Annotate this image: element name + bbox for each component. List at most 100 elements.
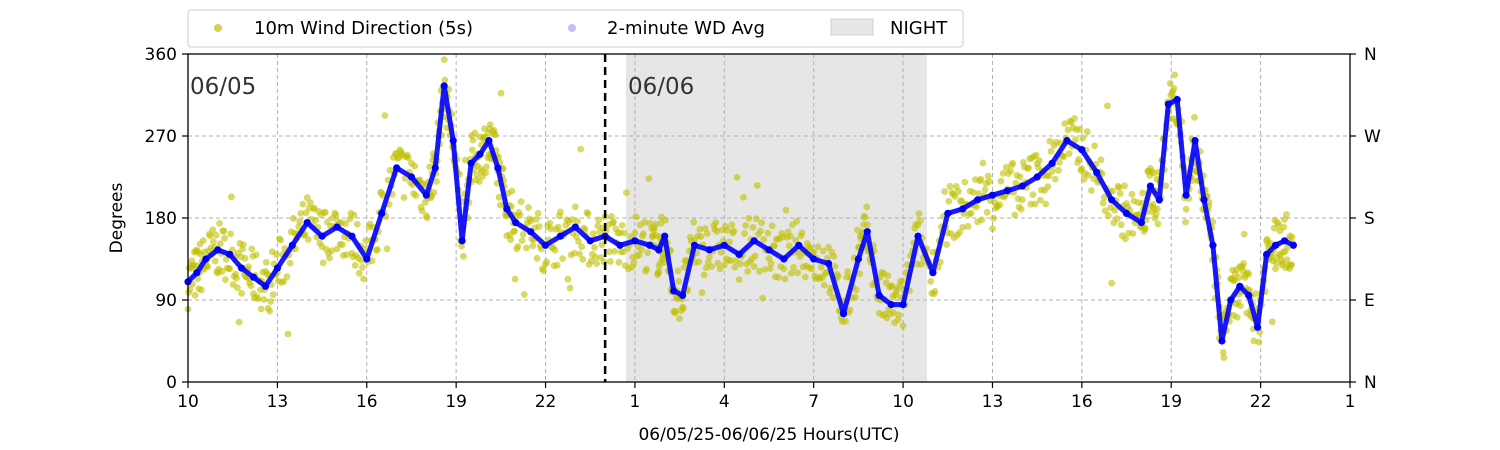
wind-5s-point [319, 259, 327, 267]
wind-5s-point [1007, 167, 1014, 175]
wd-avg-point [476, 150, 484, 158]
wd-avg-point [690, 241, 699, 249]
wind-5s-point [206, 232, 214, 240]
wd-avg-point [249, 273, 258, 281]
wd-avg-point [875, 291, 883, 299]
wind-5s-point [483, 163, 490, 171]
wd-avg-point [1182, 191, 1190, 199]
wd-avg-point [1146, 182, 1154, 190]
wind-5s-point [1079, 134, 1087, 142]
wd-avg-point [1108, 196, 1116, 204]
wind-5s-point [1288, 261, 1295, 269]
wind-5s-point [351, 261, 359, 269]
wind-5s-point [1042, 200, 1050, 208]
wd-avg-point [202, 255, 210, 263]
wind-5s-point [735, 276, 743, 283]
wind-5s-point [979, 159, 987, 167]
wind-5s-point [260, 296, 268, 303]
x-tick-label: 16 [1071, 392, 1093, 412]
wind-5s-point [328, 247, 336, 255]
wind-5s-point [742, 222, 749, 229]
wind-5s-point [825, 243, 832, 251]
wind-5s-point [758, 219, 765, 227]
wind-5s-point [984, 172, 992, 180]
wind-5s-point [198, 286, 205, 294]
wd-avg-point [571, 223, 579, 231]
wind-5s-point [326, 254, 333, 262]
wind-5s-point [1283, 256, 1291, 264]
wind-5s-point [943, 241, 951, 248]
wind-5s-point [916, 217, 924, 225]
wd-avg-point [1173, 96, 1181, 104]
wind-5s-point [899, 322, 907, 330]
wind-5s-point [1084, 171, 1092, 179]
wind-5s-point [936, 258, 944, 266]
wind-5s-point [551, 246, 559, 254]
wind-5s-point [303, 194, 311, 202]
wind-5s-point [780, 265, 788, 272]
wind-5s-point [644, 249, 652, 257]
wind-5s-point [745, 214, 753, 222]
wind-5s-point [486, 121, 494, 128]
wind-5s-point [553, 261, 561, 269]
wind-5s-point [468, 146, 476, 154]
wd-avg-point [449, 137, 457, 145]
wind-5s-point [346, 215, 354, 223]
wind-5s-point [1109, 187, 1117, 195]
wind-5s-point [350, 211, 358, 219]
wd-avg-point [1018, 182, 1026, 190]
wd-avg-point [378, 209, 386, 217]
wd-avg-point [670, 287, 678, 295]
wind-5s-point [999, 170, 1007, 177]
legend-label-wd-avg: 2-minute WD Avg [607, 18, 765, 39]
wind-5s-point [241, 254, 249, 262]
wind-5s-point [720, 261, 728, 269]
wind-5s-point [997, 177, 1005, 185]
wind-5s-point [768, 222, 776, 230]
wind-5s-point [989, 225, 996, 233]
wind-5s-point [247, 282, 255, 289]
wd-avg-point [720, 241, 728, 249]
wind-5s-point [770, 242, 778, 250]
wind-5s-point [296, 218, 304, 225]
wind-5s-point [212, 231, 220, 239]
wind-5s-point [234, 284, 241, 292]
y-tick-label: 360 [145, 45, 177, 65]
wind-5s-point [990, 214, 997, 222]
wd-avg-point [1191, 137, 1199, 145]
wind-5s-point [680, 264, 688, 271]
wd-avg-point [616, 241, 624, 249]
wind-5s-point [534, 209, 542, 217]
wind-5s-point [712, 219, 720, 227]
wind-5s-point [1170, 85, 1178, 92]
wind-5s-point [1154, 205, 1161, 213]
wd-avg-point [765, 246, 773, 254]
wind-5s-point [708, 263, 715, 270]
wind-5s-point [766, 265, 774, 272]
wd-avg-point [1137, 219, 1145, 227]
wind-5s-point [1091, 142, 1098, 150]
y-tick-label: 270 [145, 127, 177, 147]
wind-5s-point [359, 264, 366, 271]
legend-marker-wd-avg [568, 24, 576, 32]
wind-5s-point [1240, 260, 1247, 267]
wind-5s-point [1076, 125, 1084, 133]
wind-5s-point [245, 263, 252, 271]
wind-5s-point [525, 204, 532, 211]
wind-5s-point [1060, 153, 1068, 161]
wind-5s-point [623, 189, 630, 197]
wind-5s-point [559, 255, 566, 262]
wind-5s-point [810, 248, 818, 256]
wind-5s-point [618, 222, 626, 229]
wd-avg-point [1093, 168, 1101, 176]
wind-5s-point [267, 298, 274, 305]
wind-5s-point [564, 275, 572, 283]
wind-5s-point [842, 317, 849, 325]
wd-avg-point [1155, 196, 1163, 204]
wind-5s-point [1150, 169, 1157, 177]
wind-5s-point [1171, 71, 1178, 79]
wind-5s-point [752, 215, 760, 223]
x-tick-label: 10 [177, 392, 199, 412]
wind-5s-point [844, 268, 852, 276]
wind-5s-point [724, 226, 731, 234]
